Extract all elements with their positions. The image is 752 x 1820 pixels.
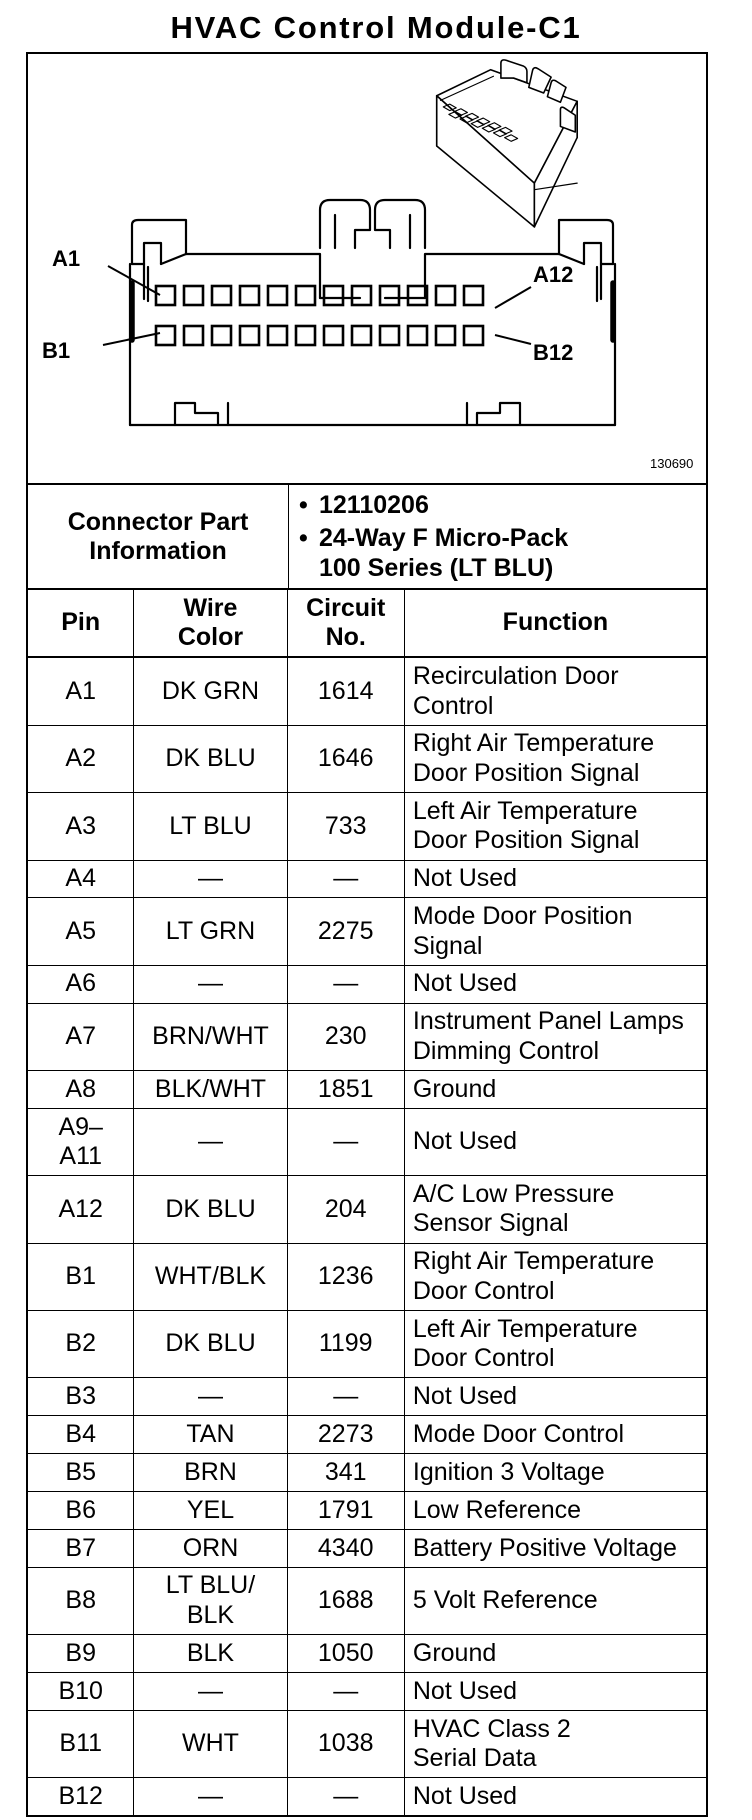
svg-text:A12: A12 — [533, 262, 573, 287]
svg-text:A1: A1 — [52, 246, 80, 271]
svg-text:B1: B1 — [42, 338, 70, 363]
svg-text:B12: B12 — [533, 340, 573, 365]
